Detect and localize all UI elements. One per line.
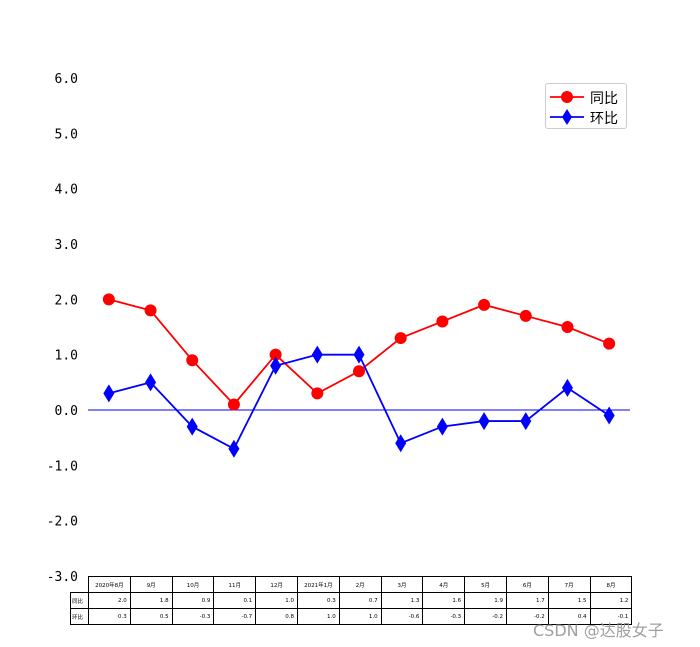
data-point-series-1 [520, 412, 532, 431]
data-point-series-0 [102, 293, 115, 306]
y-tick-label: -3.0 [47, 570, 78, 585]
data-point-series-0 [186, 354, 199, 367]
table-header-cell: 4月 [422, 576, 466, 593]
table-cell: 0.3 [296, 592, 340, 609]
table-header-cell: 8月 [589, 576, 633, 593]
data-point-series-0 [436, 315, 449, 328]
table-header-cell: 12月 [255, 576, 298, 593]
data-point-series-1 [103, 384, 115, 403]
data-point-series-0 [561, 321, 574, 333]
table-cell: 1.5 [547, 592, 591, 609]
table-cell: -0.3 [422, 608, 466, 625]
y-tick-label: -2.0 [47, 515, 78, 530]
table-cell: 1.0 [338, 608, 382, 625]
table-row-label: 同比 [70, 592, 89, 609]
table-header-cell: 10月 [171, 576, 215, 593]
legend-marker-circle-icon [550, 91, 584, 103]
table-cell: -0.2 [464, 608, 507, 625]
data-point-series-1 [311, 345, 323, 364]
table-cell: 0.5 [129, 608, 173, 625]
table-header-cell: 11月 [213, 576, 257, 593]
legend-label-series-0: 同比 [590, 91, 618, 107]
table-header-cell: 2月 [338, 576, 382, 593]
table-header-cell: 5月 [464, 576, 507, 593]
legend: 同比 环比 [545, 83, 627, 129]
y-tick-label: 5.0 [55, 127, 78, 142]
table-cell: 0.3 [88, 608, 131, 625]
y-tick-label: 4.0 [55, 183, 78, 198]
data-point-series-0 [269, 348, 282, 361]
y-tick-label: 3.0 [55, 238, 78, 253]
table-header-cell: 9月 [129, 576, 173, 593]
table-cell: 1.8 [129, 592, 173, 609]
data-table: 2020年8月 9月 10月 11月 12月 2021年1月 2月 3月 4月 5月 6月 7月 8月同… [70, 576, 633, 625]
data-point-series-1 [228, 439, 240, 458]
table-cell: -0.7 [213, 608, 257, 625]
data-point-series-0 [311, 387, 324, 400]
table-header-cell: 3月 [380, 576, 424, 593]
data-point-series-1 [353, 345, 365, 364]
legend-item-series-0: 同比 [546, 87, 626, 107]
table-cell: 0.7 [338, 592, 382, 609]
series-layer [102, 293, 616, 458]
data-point-series-1 [395, 434, 407, 453]
table-cell: -0.3 [171, 608, 215, 625]
table-cell: -0.1 [589, 608, 633, 625]
table-row-label: 环比 [70, 608, 89, 625]
table-cell: 0.9 [171, 592, 215, 609]
table-header-cell: 2020年8月 [88, 576, 131, 593]
table-cell: 0.8 [255, 608, 298, 625]
data-point-series-1 [145, 373, 157, 392]
watermark: CSDN @达股女子 [533, 621, 664, 640]
table-cell: -0.6 [380, 608, 424, 625]
table-cell: 2.0 [88, 592, 131, 609]
table-row: 环比 0.3 0.5 -0.3 -0.7 0.8 1.0 1.0 -0.6 -0.3 -0.2 -0.… [70, 608, 633, 625]
table-cell: 1.0 [296, 608, 340, 625]
y-tick-label: 1.0 [55, 349, 78, 364]
data-point-series-0 [519, 309, 532, 322]
legend-marker-diamond-icon [550, 109, 584, 125]
table-cell: 1.9 [464, 592, 507, 609]
data-point-series-1 [436, 417, 448, 436]
table-header-cell: 7月 [547, 576, 591, 593]
data-point-series-1 [270, 356, 282, 375]
legend-label-series-1: 环比 [590, 111, 618, 127]
table-cell: 1.0 [255, 592, 298, 609]
y-tick-label: 0.0 [55, 404, 78, 419]
y-axis-ticks: 6.0 5.0 4.0 3.0 2.0 1.0 0.0 -1.0 -2.0 -3.0 [47, 72, 78, 585]
table-cell: 1.7 [505, 592, 549, 609]
data-point-series-0 [478, 298, 491, 311]
y-tick-label: 6.0 [55, 72, 78, 87]
data-point-series-1 [478, 412, 490, 431]
data-point-series-1 [603, 406, 615, 425]
table-header-row: 2020年8月 9月 10月 11月 12月 2021年1月 2月 3月 4月 5月 6月 7月 8月 [71, 576, 633, 593]
table-cell: 1.3 [380, 592, 424, 609]
table-cell: 1.2 [589, 592, 633, 609]
data-point-series-0 [394, 332, 407, 345]
legend-item-series-1: 环比 [546, 107, 626, 127]
table-cell: 1.6 [422, 592, 466, 609]
data-point-series-1 [561, 378, 573, 397]
table-row: 同比 2.0 1.8 0.9 0.1 1.0 0.3 0.7 1.3 1.6 1.9 1.7 1.5 1.… [70, 592, 633, 609]
data-point-series-0 [603, 337, 616, 350]
data-point-series-0 [144, 304, 157, 317]
y-tick-label: -1.0 [47, 459, 78, 474]
table-cell: 0.1 [213, 592, 257, 609]
y-tick-label: 2.0 [55, 293, 78, 308]
data-point-series-0 [353, 365, 365, 378]
table-corner [71, 577, 89, 593]
table-header-cell: 6月 [505, 576, 549, 593]
data-point-series-0 [227, 398, 240, 411]
table-header-cell: 2021年1月 [296, 576, 340, 593]
data-point-series-1 [186, 417, 198, 436]
